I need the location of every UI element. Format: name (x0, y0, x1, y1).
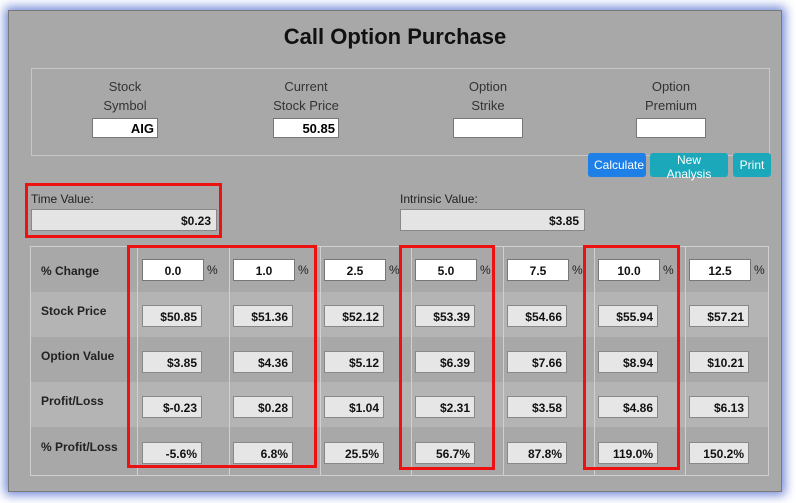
option-strike-input[interactable] (453, 118, 523, 138)
column-divider (503, 247, 504, 475)
column-divider (594, 247, 595, 475)
stock-price-cell-2: $51.36 (233, 305, 293, 327)
highlight-column-5 (399, 245, 495, 470)
stock-price-cell-7: $57.21 (689, 305, 749, 327)
column-divider (320, 247, 321, 475)
pct-sign: % (663, 263, 674, 277)
stock-price-cell-6: $55.94 (598, 305, 658, 327)
pct-change-input-6[interactable]: 10.0 (598, 259, 660, 281)
option-value-row: Option Value (31, 337, 768, 382)
current-stock-price-label-line1: Current (284, 79, 328, 94)
scenario-table: % Change Stock Price Option Value Profit… (30, 246, 769, 476)
option-value-cell-1: $3.85 (142, 351, 202, 373)
stock-symbol-label-line2: Symbol (103, 98, 147, 113)
column-divider (229, 247, 230, 475)
pct-change-row: % Change (31, 247, 768, 292)
option-value-label: Option Value (41, 349, 115, 363)
profit-loss-cell-6: $4.86 (598, 396, 658, 418)
pct-profit-loss-cell-3: 25.5% (324, 442, 384, 464)
new-analysis-button[interactable]: New Analysis (650, 153, 728, 181)
option-value-cell-7: $10.21 (689, 351, 749, 373)
option-value-cell-4: $6.39 (415, 351, 475, 373)
pct-change-input-4[interactable]: 5.0 (415, 259, 477, 281)
option-value-cell-2: $4.36 (233, 351, 293, 373)
pct-sign: % (480, 263, 491, 277)
pct-profit-loss-cell-5: 87.8% (507, 442, 567, 464)
profit-loss-label: Profit/Loss (41, 394, 104, 408)
highlight-columns-0-1 (127, 245, 317, 468)
intrinsic-value-box: $3.85 (400, 209, 585, 231)
stock-symbol-field: Stock Symbol (55, 77, 195, 138)
profit-loss-cell-4: $2.31 (415, 396, 475, 418)
profit-loss-cell-3: $1.04 (324, 396, 384, 418)
pct-change-input-3[interactable]: 2.5 (324, 259, 386, 281)
profit-loss-cell-5: $3.58 (507, 396, 567, 418)
stock-price-cell-4: $53.39 (415, 305, 475, 327)
option-strike-field: Option Strike (418, 77, 558, 138)
pct-profit-loss-cell-1: -5.6% (142, 442, 202, 464)
current-stock-price-label-line2: Stock Price (273, 98, 339, 113)
option-value-cell-5: $7.66 (507, 351, 567, 373)
stock-symbol-label-line1: Stock (108, 79, 142, 94)
pct-sign: % (207, 263, 218, 277)
option-premium-label-line1: Option (651, 79, 691, 94)
pct-change-input-7[interactable]: 12.5 (689, 259, 751, 281)
pct-profit-loss-cell-7: 150.2% (689, 442, 749, 464)
stock-price-cell-5: $54.66 (507, 305, 567, 327)
option-premium-label-line2: Premium (644, 98, 697, 113)
stock-price-cell-1: $50.85 (142, 305, 202, 327)
current-stock-price-input[interactable] (273, 118, 339, 138)
stock-price-label: Stock Price (41, 304, 107, 318)
option-value-cell-6: $8.94 (598, 351, 658, 373)
calculate-button[interactable]: Calculate (588, 153, 646, 177)
column-divider (411, 247, 412, 475)
column-divider (685, 247, 686, 475)
pct-profit-loss-label: % Profit/Loss (41, 440, 118, 454)
inputs-section: Stock Symbol Current Stock Price Option … (31, 68, 770, 156)
time-value-label: Time Value: (31, 192, 94, 206)
column-divider (137, 247, 138, 475)
highlight-column-10 (583, 245, 680, 470)
profit-loss-cell-2: $0.28 (233, 396, 293, 418)
option-premium-input[interactable] (636, 118, 706, 138)
current-stock-price-field: Current Stock Price (236, 77, 376, 138)
pct-profit-loss-cell-6: 119.0% (598, 442, 658, 464)
option-premium-field: Option Premium (601, 77, 741, 138)
pct-change-label: % Change (41, 264, 100, 278)
pct-change-input-5[interactable]: 7.5 (507, 259, 569, 281)
pct-sign: % (389, 263, 400, 277)
pct-profit-loss-row: % Profit/Loss (31, 427, 768, 472)
profit-loss-cell-1: $-0.23 (142, 396, 202, 418)
pct-profit-loss-cell-4: 56.7% (415, 442, 475, 464)
option-value-cell-3: $5.12 (324, 351, 384, 373)
page-title: Call Option Purchase (283, 24, 507, 49)
intrinsic-value-label: Intrinsic Value: (400, 192, 478, 206)
pct-sign: % (572, 263, 583, 277)
pct-profit-loss-cell-2: 6.8% (233, 442, 293, 464)
time-value-box: $0.23 (31, 209, 217, 231)
option-strike-label-line2: Strike (471, 98, 505, 113)
option-strike-label-line1: Option (468, 79, 508, 94)
pct-change-input-1[interactable]: 0.0 (142, 259, 204, 281)
stock-price-cell-3: $52.12 (324, 305, 384, 327)
pct-sign: % (754, 263, 765, 277)
profit-loss-cell-7: $6.13 (689, 396, 749, 418)
stock-symbol-input[interactable] (92, 118, 158, 138)
pct-sign: % (298, 263, 309, 277)
print-button[interactable]: Print (733, 153, 771, 177)
calculator-panel: Call Option Purchase Stock Symbol Curren… (8, 10, 782, 492)
pct-change-input-2[interactable]: 1.0 (233, 259, 295, 281)
highlight-time-value (25, 183, 222, 238)
